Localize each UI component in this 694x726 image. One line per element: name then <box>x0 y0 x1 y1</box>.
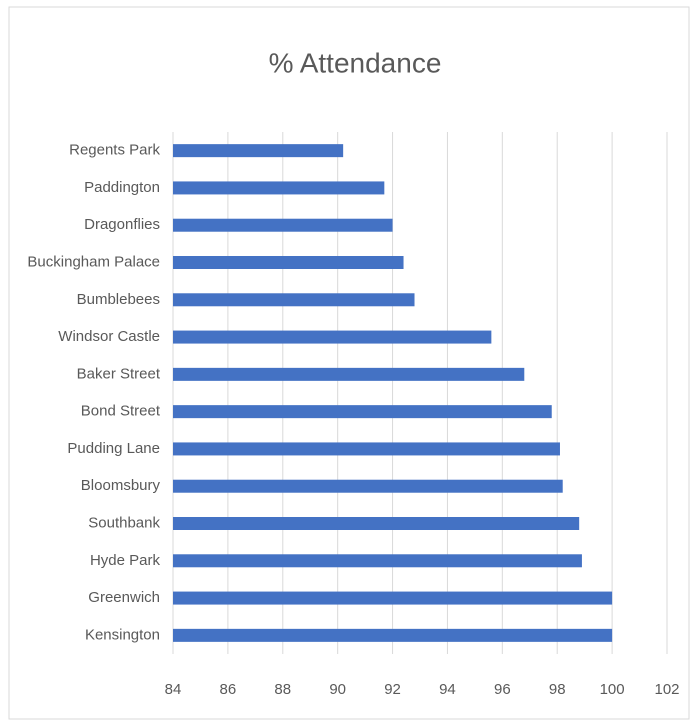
bar <box>173 218 393 232</box>
x-tick-label: 90 <box>329 681 346 698</box>
y-tick-label: Windsor Castle <box>58 328 160 345</box>
y-tick-label: Kensington <box>85 626 160 643</box>
y-tick-label: Bond Street <box>81 403 161 420</box>
chart-border <box>8 6 690 720</box>
y-tick-label: Buckingham Palace <box>27 253 160 270</box>
x-tick-label: 86 <box>220 681 237 698</box>
bar <box>173 181 385 195</box>
x-tick-label: 96 <box>494 681 511 698</box>
bar <box>173 405 552 419</box>
x-tick-label: 84 <box>165 681 182 698</box>
y-tick-label: Paddington <box>84 179 160 196</box>
bar <box>173 330 492 344</box>
chart-title: % Attendance <box>269 47 442 78</box>
bar <box>173 442 560 456</box>
y-tick-label: Greenwich <box>88 589 160 606</box>
bar <box>173 479 563 493</box>
bar <box>173 293 415 307</box>
x-tick-label: 100 <box>600 681 625 698</box>
y-tick-label: Bloomsbury <box>81 477 161 494</box>
bar <box>173 554 582 568</box>
bar <box>173 591 613 605</box>
y-tick-label: Baker Street <box>77 365 161 382</box>
bar <box>173 256 404 269</box>
y-tick-label: Dragonflies <box>84 216 160 233</box>
bar <box>173 517 580 530</box>
x-tick-label: 94 <box>439 681 456 698</box>
y-tick-label: Bumblebees <box>77 291 160 308</box>
bar <box>173 367 525 381</box>
bar <box>173 628 613 642</box>
x-tick-label: 102 <box>654 681 679 698</box>
x-tick-label: 92 <box>384 681 401 698</box>
y-tick-label: Pudding Lane <box>67 440 160 457</box>
y-tick-label: Hyde Park <box>90 552 161 569</box>
y-tick-label: Southbank <box>88 514 160 531</box>
bar <box>173 144 344 158</box>
x-tick-label: 88 <box>274 681 291 698</box>
y-tick-label: Regents Park <box>69 142 160 159</box>
x-tick-label: 98 <box>549 681 566 698</box>
